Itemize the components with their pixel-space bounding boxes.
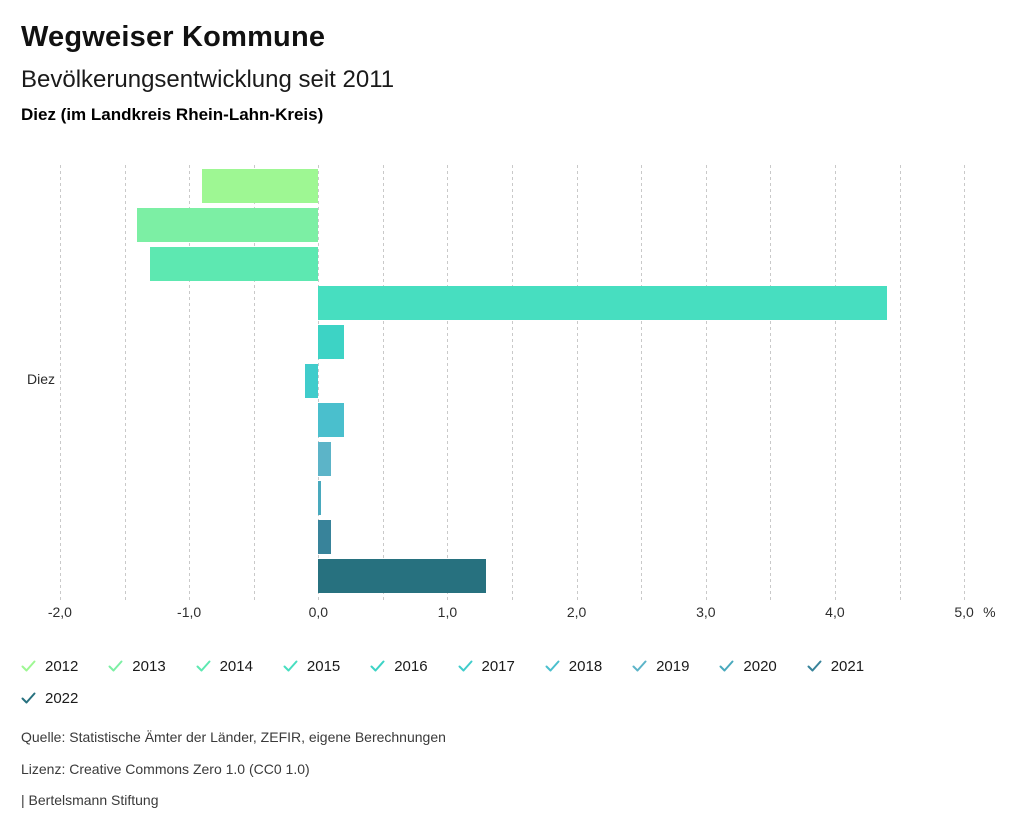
legend-year-label: 2016 (394, 657, 428, 675)
bar-2021[interactable] (318, 520, 332, 554)
gridline (964, 165, 966, 600)
legend-item-2021[interactable]: 2021 (807, 657, 864, 675)
license-note: Lizenz: Creative Commons Zero 1.0 (CC0 1… (21, 760, 310, 777)
legend-item-2017[interactable]: 2017 (458, 657, 515, 675)
gridline (705, 165, 707, 600)
legend-year-label: 2014 (219, 657, 253, 675)
x-axis: -2,0 -1,0 0,0 1,0 2,0 3,0 4,0 5,0% (0, 604, 1024, 624)
checkmark-icon (719, 660, 734, 672)
gridline (899, 165, 901, 600)
gridline (641, 165, 643, 600)
gridline (124, 165, 126, 600)
checkmark-icon (458, 660, 472, 672)
legend-item-2018[interactable]: 2018 (545, 657, 602, 675)
gridline (382, 165, 384, 600)
x-tick-label: 1,0 (437, 604, 458, 620)
legend-year-label: 2018 (568, 657, 603, 675)
bar-2016[interactable] (318, 325, 345, 359)
legend-item-2022[interactable]: 2022 (21, 689, 78, 707)
legend-item-2019[interactable]: 2019 (632, 657, 689, 675)
checkmark-icon (632, 660, 647, 672)
legend-year-label: 2019 (656, 657, 690, 675)
region-title: Diez (im Landkreis Rhein-Lahn-Kreis) (21, 105, 324, 124)
bar-2019[interactable] (318, 442, 332, 476)
gridline (770, 165, 772, 600)
footer: Quelle: Statistische Ämter der Länder, Z… (21, 722, 446, 817)
legend-item-2015[interactable]: 2015 (283, 657, 340, 675)
bar-2022[interactable] (318, 559, 487, 593)
checkmark-icon (21, 692, 36, 704)
checkmark-icon (807, 660, 822, 672)
x-tick-label: -2,0 (47, 604, 72, 620)
legend-item-2014[interactable]: 2014 (196, 657, 253, 675)
checkmark-icon (108, 660, 123, 672)
x-tick-label: 4,0 (825, 604, 845, 620)
app-title: Wegweiser Kommune (21, 21, 326, 53)
gridline (59, 165, 61, 600)
x-tick-label: 0,0 (308, 604, 329, 620)
x-tick-label: 5,0 (954, 604, 974, 620)
x-tick-label: 2,0 (566, 604, 587, 620)
legend-year-label: 2020 (743, 657, 777, 675)
bar-2017[interactable] (305, 364, 319, 398)
gridline (189, 165, 191, 600)
legend-item-2016[interactable]: 2016 (370, 657, 428, 675)
gridline (447, 165, 449, 600)
axis-unit-label: % (983, 604, 996, 620)
legend-year-label: 2013 (132, 657, 166, 675)
legend-year-label: 2022 (45, 689, 79, 707)
plot-area (47, 165, 1008, 600)
legend-item-2020[interactable]: 2020 (719, 657, 777, 675)
bar-2015[interactable] (318, 286, 887, 320)
legend-year-label: 2015 (306, 657, 341, 675)
x-tick-label: 3,0 (696, 604, 716, 620)
chart-title: Bevölkerungsentwicklung seit 2011 (21, 66, 395, 93)
attribution-note: | Bertelsmann Stiftung (21, 792, 159, 808)
source-note: Quelle: Statistische Ämter der Länder, Z… (21, 729, 446, 745)
legend: 2012 2013 2014 2015 2016 2017 2018 2019 2020 2021… (0, 652, 1024, 716)
category-label: Diez (27, 371, 56, 387)
gridline (318, 165, 320, 600)
legend-item-2013[interactable]: 2013 (108, 657, 166, 675)
checkmark-icon (545, 660, 560, 672)
legend-year-label: 2012 (45, 657, 79, 675)
gridline (512, 165, 513, 600)
bar-2014[interactable] (150, 247, 319, 281)
bar-2012[interactable] (202, 169, 319, 203)
x-tick-label: -1,0 (177, 604, 202, 620)
legend-year-label: 2021 (830, 657, 865, 675)
checkmark-icon (196, 660, 211, 672)
gridline (834, 165, 836, 600)
legend-item-2012[interactable]: 2012 (21, 657, 78, 675)
checkmark-icon (283, 660, 298, 672)
bar-2020[interactable] (318, 481, 321, 515)
bar-2013[interactable] (137, 208, 319, 242)
checkmark-icon (370, 660, 385, 672)
bar-2018[interactable] (318, 403, 345, 437)
checkmark-icon (21, 660, 36, 672)
legend-year-label: 2017 (481, 657, 515, 675)
gridline (576, 165, 578, 600)
gridline (253, 165, 255, 600)
